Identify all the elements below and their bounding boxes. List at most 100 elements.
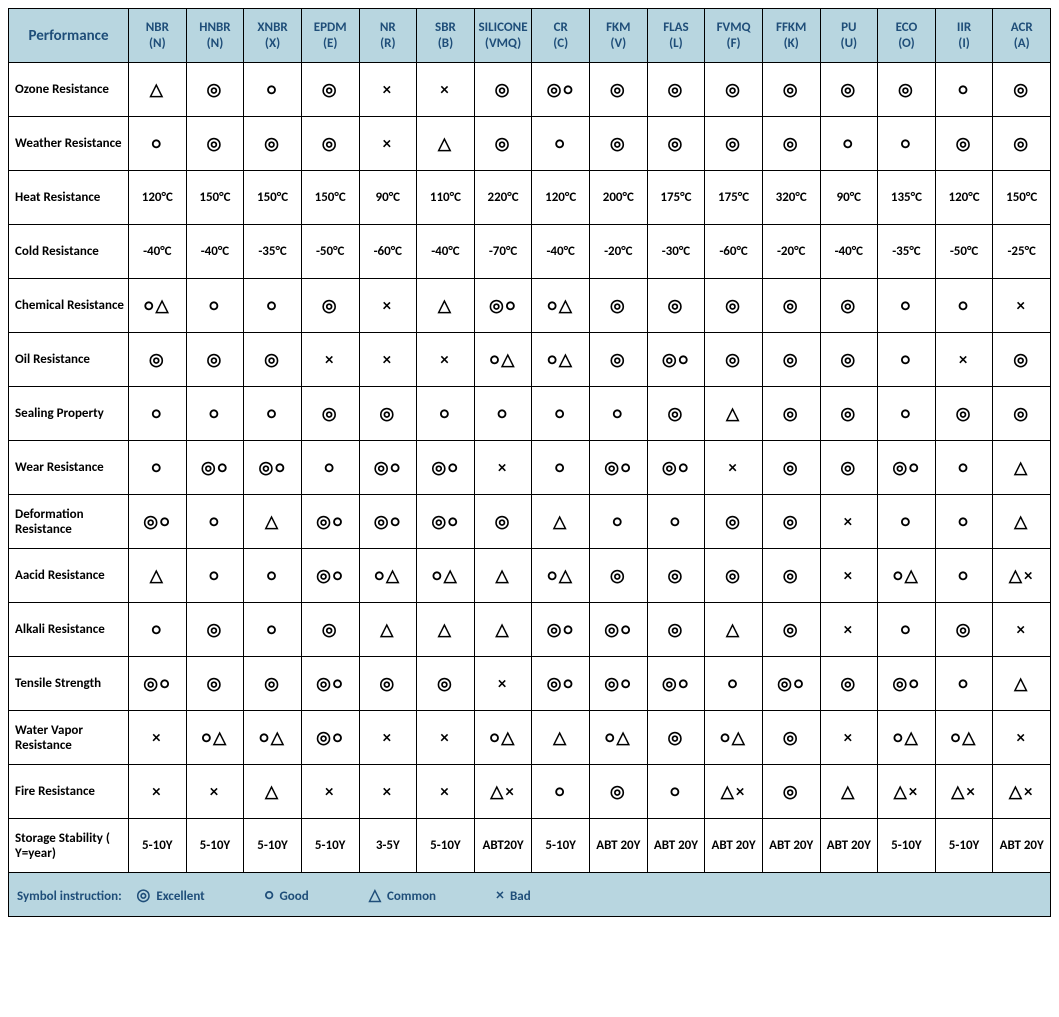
- cell: ◎: [590, 765, 648, 819]
- cell: 200°C: [590, 171, 648, 225]
- cell: 3-5Y: [359, 819, 417, 873]
- cell: ◎: [762, 711, 820, 765]
- cell: ◎: [762, 279, 820, 333]
- cell: -60°C: [705, 225, 763, 279]
- cell: ○: [186, 387, 244, 441]
- cell: ×: [705, 441, 763, 495]
- cell: ○: [820, 117, 878, 171]
- cell: 175°C: [705, 171, 763, 225]
- legend-item: △Common: [369, 885, 436, 905]
- cell: ○: [186, 279, 244, 333]
- cell: ◎: [474, 63, 532, 117]
- table-row: Weather Resistance○◎◎◎×△◎○◎◎◎◎○○◎◎: [9, 117, 1051, 171]
- cell: ABT 20Y: [705, 819, 763, 873]
- cell: ○: [935, 657, 993, 711]
- col-material: CR(C): [532, 9, 590, 63]
- cell: ○: [244, 279, 302, 333]
- table-row: Tensile Strength◎○◎◎◎○◎◎×◎○◎○◎○○◎○◎◎○○△: [9, 657, 1051, 711]
- cell: ◎○: [301, 549, 359, 603]
- col-material: IIR(I): [935, 9, 993, 63]
- cell: ◎○: [301, 495, 359, 549]
- cell: ○: [186, 549, 244, 603]
- cell: ○: [935, 63, 993, 117]
- cell: ○: [878, 333, 936, 387]
- legend-item: ×Bad: [496, 886, 531, 905]
- cell: ◎: [993, 333, 1051, 387]
- cell: -50°C: [301, 225, 359, 279]
- legend-item: ◎Excellent: [136, 885, 204, 905]
- cell: ○△: [878, 711, 936, 765]
- cell: ◎: [244, 333, 302, 387]
- cell: ◎○: [590, 603, 648, 657]
- cell: △: [993, 657, 1051, 711]
- cell: ○△: [935, 711, 993, 765]
- cell: ×: [359, 333, 417, 387]
- cell: △×: [878, 765, 936, 819]
- cell: 5-10Y: [532, 819, 590, 873]
- cell: -40°C: [820, 225, 878, 279]
- cell: ◎: [820, 441, 878, 495]
- cell: ◎: [647, 549, 705, 603]
- cell: △: [705, 387, 763, 441]
- cell: △×: [935, 765, 993, 819]
- cell: ◎: [705, 549, 763, 603]
- cell: 110°C: [417, 171, 475, 225]
- cell: ◎: [590, 63, 648, 117]
- cell: △: [359, 603, 417, 657]
- col-material: NR(R): [359, 9, 417, 63]
- row-label: Tensile Strength: [9, 657, 129, 711]
- cell: ○: [244, 603, 302, 657]
- col-material: ECO(O): [878, 9, 936, 63]
- cell: ○△: [244, 711, 302, 765]
- cell: ○: [244, 63, 302, 117]
- row-label: Heat Resistance: [9, 171, 129, 225]
- legend-symbol: ×: [496, 886, 504, 905]
- cell: ×: [359, 711, 417, 765]
- cell: ◎: [820, 63, 878, 117]
- cell: ×: [301, 765, 359, 819]
- cell: ◎: [820, 333, 878, 387]
- cell: ○△: [878, 549, 936, 603]
- cell: ◎: [359, 657, 417, 711]
- cell: ×: [417, 333, 475, 387]
- cell: ×: [993, 279, 1051, 333]
- cell: ○: [935, 549, 993, 603]
- table-row: Aacid Resistance△○○◎○○△○△△○△◎◎◎◎×○△○△×: [9, 549, 1051, 603]
- cell: ◎: [762, 333, 820, 387]
- cell: ◎: [993, 117, 1051, 171]
- cell: △×: [993, 765, 1051, 819]
- cell: △: [993, 495, 1051, 549]
- cell: ○: [878, 603, 936, 657]
- row-label: Water Vapor Resistance: [9, 711, 129, 765]
- cell: ○△: [417, 549, 475, 603]
- cell: ◎○: [647, 441, 705, 495]
- cell: ○: [590, 495, 648, 549]
- cell: △: [705, 603, 763, 657]
- col-material: PU(U): [820, 9, 878, 63]
- cell: ○: [129, 441, 187, 495]
- cell: ◎: [301, 387, 359, 441]
- cell: ◎: [590, 333, 648, 387]
- cell: -70°C: [474, 225, 532, 279]
- cell: ◎○: [359, 495, 417, 549]
- legend-row: Symbol instruction: ◎Excellent○Good△Comm…: [9, 873, 1051, 917]
- cell: 5-10Y: [129, 819, 187, 873]
- cell: ABT 20Y: [647, 819, 705, 873]
- cell: 320°C: [762, 171, 820, 225]
- cell: ○△: [532, 279, 590, 333]
- cell: ○△: [532, 549, 590, 603]
- cell: ○: [878, 279, 936, 333]
- cell: ○: [705, 657, 763, 711]
- cell: ◎: [762, 765, 820, 819]
- cell: 5-10Y: [186, 819, 244, 873]
- cell: ×: [359, 117, 417, 171]
- cell: ◎: [647, 603, 705, 657]
- cell: ×: [417, 711, 475, 765]
- cell: △×: [705, 765, 763, 819]
- cell: △: [474, 549, 532, 603]
- cell: ○△: [705, 711, 763, 765]
- cell: ◎○: [647, 657, 705, 711]
- cell: ◎○: [878, 441, 936, 495]
- cell: ◎: [590, 117, 648, 171]
- cell: △×: [474, 765, 532, 819]
